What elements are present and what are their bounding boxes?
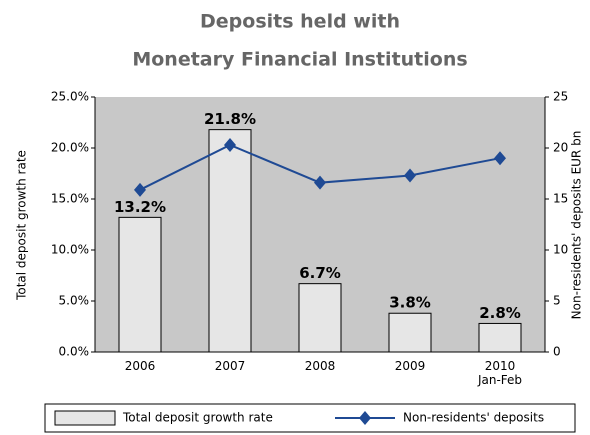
value-label: 2.8%: [479, 304, 521, 322]
y-tick-label: 5.0%: [59, 294, 90, 308]
y-axis-label: Total deposit growth rate: [15, 150, 29, 301]
legend-box: [44, 403, 576, 433]
y-tick-label: 25.0%: [51, 90, 89, 104]
bar: [208, 129, 252, 353]
value-label: 3.8%: [389, 294, 431, 312]
legend-swatch: [359, 411, 371, 425]
x-tick-label: 2007: [215, 359, 246, 373]
x-tick-label: 2006: [125, 359, 156, 373]
bar: [478, 322, 522, 353]
y2-tick-label: 0: [553, 345, 561, 359]
legend-swatch: [54, 410, 116, 426]
x-tick-label: 2010 Jan-Feb: [477, 359, 522, 387]
x-tick-label: 2008: [305, 359, 336, 373]
bar: [298, 283, 342, 353]
y2-tick-label: 10: [553, 243, 568, 257]
value-label: 13.2%: [114, 198, 166, 216]
value-label: 21.8%: [204, 110, 256, 128]
chart-title: Monetary Financial Institutions: [132, 49, 467, 71]
line-marker: [224, 137, 236, 152]
y2-tick-label: 25: [553, 90, 568, 104]
line-marker: [134, 182, 146, 197]
legend-label: Total deposit growth rate: [122, 411, 273, 425]
line-marker: [314, 175, 326, 190]
y-tick-label: 10.0%: [51, 243, 89, 257]
bar: [388, 312, 432, 353]
chart-title: Deposits held with: [200, 11, 400, 33]
y2-tick-label: 5: [553, 294, 561, 308]
y-tick-label: 15.0%: [51, 192, 89, 206]
y-tick-label: 20.0%: [51, 141, 89, 155]
y-tick-label: 0.0%: [59, 345, 90, 359]
legend-label: Non-residents' deposits: [403, 411, 544, 425]
y2-axis-label: Non-residents' deposits EUR bn: [570, 131, 584, 320]
y2-tick-label: 15: [553, 192, 568, 206]
value-label: 6.7%: [299, 264, 341, 282]
x-tick-label: 2009: [395, 359, 426, 373]
y2-tick-label: 20: [553, 141, 568, 155]
line-marker: [494, 151, 506, 166]
bar: [118, 216, 162, 353]
line-marker: [404, 168, 416, 183]
